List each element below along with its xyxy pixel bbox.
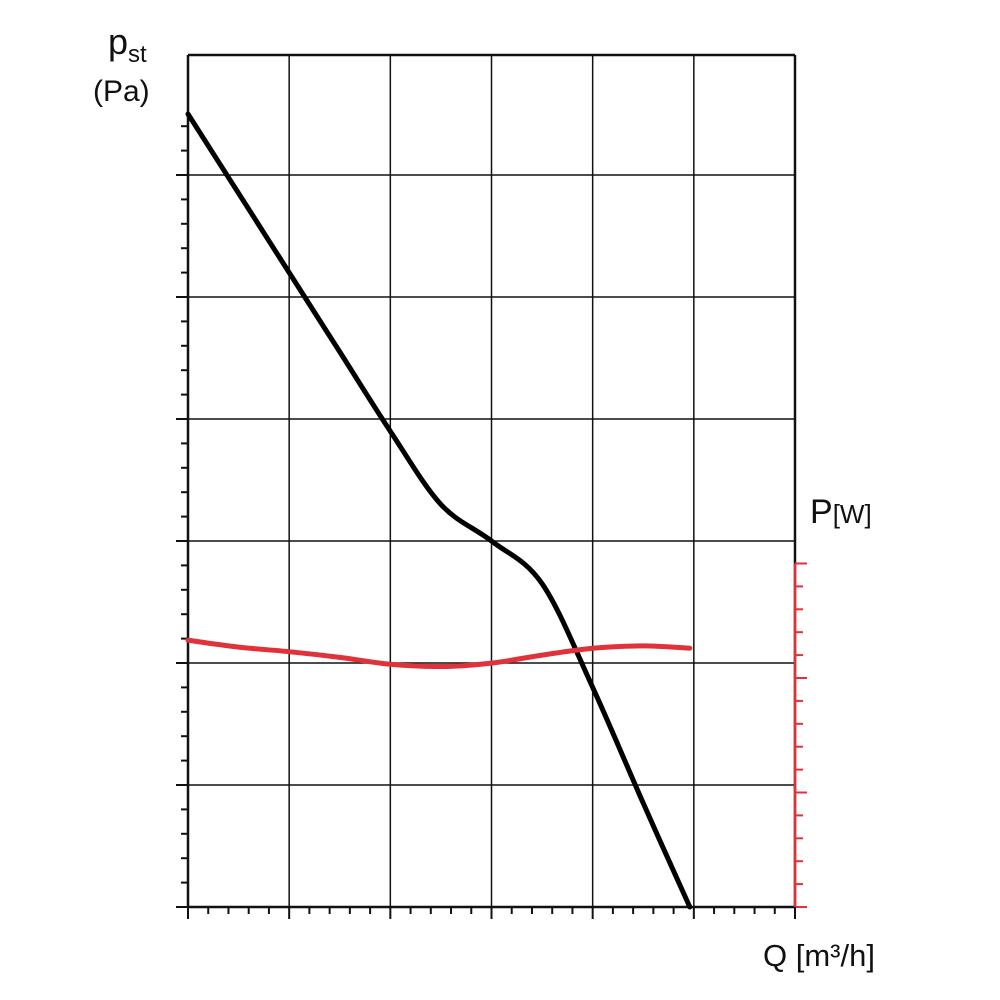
y-left-axis-title-main: p	[108, 21, 128, 62]
y-left-axis-title-sub: st	[128, 41, 147, 68]
power-curve	[185, 637, 693, 670]
right-axis	[793, 562, 807, 908]
y-right-axis-title: P[W]	[810, 493, 872, 531]
left-axis	[176, 125, 188, 908]
x-axis	[187, 907, 796, 919]
y-left-axis-unit: (Pa)	[93, 75, 150, 108]
grid	[186, 53, 797, 909]
y-right-axis-title-main: P	[810, 493, 833, 531]
series	[185, 111, 693, 910]
y-right-axis-title-unit: [W]	[833, 499, 872, 529]
y-left-axis-title: pst	[108, 21, 147, 68]
pressure-curve	[185, 111, 693, 910]
x-axis-title: Q [m³/h]	[763, 938, 875, 973]
